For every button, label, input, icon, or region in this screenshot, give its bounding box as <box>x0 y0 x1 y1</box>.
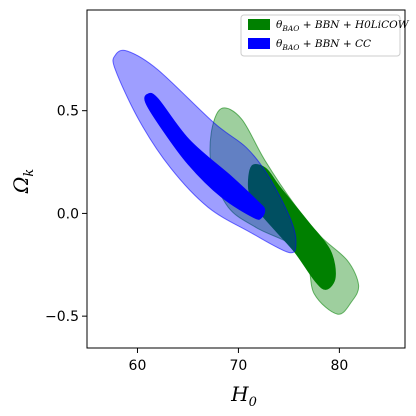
contour-95-series-2 <box>112 49 297 254</box>
x-tick-label-3: 80 <box>330 358 348 374</box>
legend-label-1-main: θ <box>276 19 283 31</box>
legend-label-2-main: θ <box>276 38 283 50</box>
legend-swatch-2 <box>248 38 270 49</box>
y-tick-label-2: 0.0 <box>57 206 79 222</box>
legend-label-1-sub: BAO <box>281 24 299 33</box>
y-axis-label-main: Ω <box>9 177 33 195</box>
x-tick-label-1: 60 <box>129 358 147 374</box>
contour-68-series-2 <box>144 92 266 220</box>
y-axis-label: Ωk <box>9 169 37 195</box>
x-axis-label: H0 <box>230 382 257 410</box>
legend: θBAO + BBN + H0LiCOW θBAO + BBN + CC <box>240 14 410 57</box>
y-axis-label-sub: k <box>22 169 37 177</box>
legend-label-1: θBAO + BBN + H0LiCOW <box>276 19 410 33</box>
legend-frame <box>240 14 401 57</box>
legend-label-2: θBAO + BBN + CC <box>276 38 371 52</box>
legend-swatch-1 <box>248 19 270 30</box>
legend-label-1-rest: + BBN + H0LiCOW <box>299 19 409 31</box>
legend-label-2-rest: + BBN + CC <box>299 38 371 50</box>
x-axis-label-sub: 0 <box>249 395 257 410</box>
y-tick-label-3: −0.5 <box>45 309 79 325</box>
tick-layer: 60 70 80 0.5 0.0 −0.5 <box>45 104 348 374</box>
x-axis-label-main: H <box>230 382 249 406</box>
y-tick-label-1: 0.5 <box>57 104 79 120</box>
legend-label-2-sub: BAO <box>281 43 299 52</box>
x-tick-label-2: 70 <box>230 358 248 374</box>
contour-layer <box>112 49 360 315</box>
plot-frame <box>86 9 406 349</box>
